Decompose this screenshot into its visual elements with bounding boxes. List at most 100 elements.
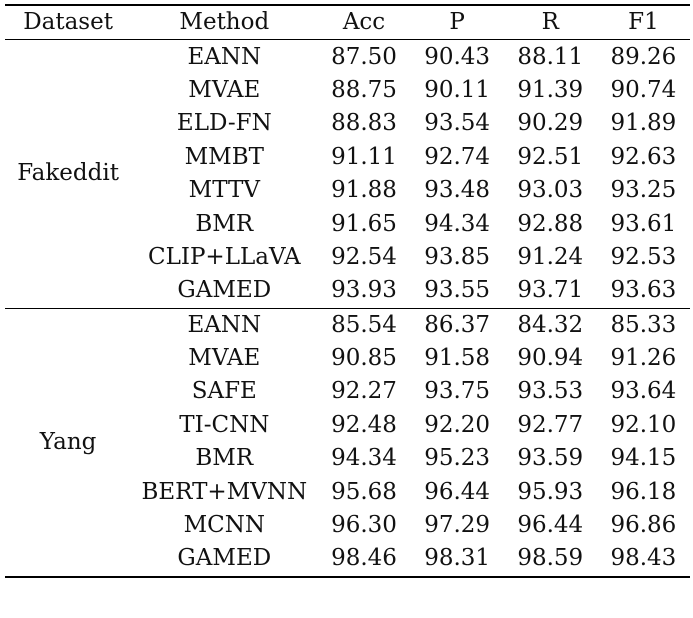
method-cell: MTTV (188, 177, 260, 204)
acc-cell: 88.75 (331, 76, 397, 103)
f1-cell: 96.18 (610, 478, 677, 505)
table-row: TI-CNN 92.48 92.20 92.77 92.10 (5, 409, 690, 442)
acc-cell: 88.83 (331, 110, 397, 137)
method-cell: TI-CNN (179, 411, 270, 438)
p-cell: 93.54 (424, 110, 491, 137)
p-cell: 90.43 (424, 43, 491, 70)
group-fakeddit: Fakeddit EANN 87.50 90.43 88.11 89.26 MV… (5, 39, 690, 308)
table-row: Yang EANN 85.54 86.37 84.32 85.33 (5, 308, 690, 455)
acc-cell: 91.65 (331, 210, 397, 237)
header-row: Dataset Method Acc P R F1 (5, 5, 690, 40)
method-cell: EANN (187, 311, 262, 338)
p-cell: 93.75 (424, 378, 491, 405)
table-row: GAMED 98.46 98.31 98.59 98.43 (5, 542, 690, 576)
table-row: Fakeddit EANN 87.50 90.43 88.11 89.26 (5, 39, 690, 186)
acc-cell: 95.68 (331, 478, 397, 505)
group-yang: Yang EANN 85.54 86.37 84.32 85.33 MVAE 9… (5, 308, 690, 577)
r-cell: 90.29 (517, 110, 584, 137)
r-cell: 92.51 (517, 143, 584, 170)
r-cell: 95.93 (517, 478, 584, 505)
header-acc: Acc (342, 9, 386, 36)
method-cell: SAFE (191, 378, 257, 405)
r-cell: 96.44 (517, 512, 584, 539)
acc-cell-best: 93.93 (331, 277, 397, 304)
method-cell: MCNN (183, 512, 265, 539)
r-cell-best: 93.71 (517, 277, 584, 304)
acc-cell: 92.27 (331, 378, 397, 405)
acc-cell: 87.50 (331, 43, 397, 70)
f1-cell: 91.89 (610, 110, 677, 137)
f1-cell-best: 98.43 (610, 545, 677, 572)
f1-cell: 89.26 (610, 43, 677, 70)
method-cell: BMR (195, 445, 254, 472)
method-cell: MVAE (188, 345, 261, 372)
p-cell: 93.48 (424, 177, 491, 204)
table-row: MTTV 91.88 93.48 93.03 93.25 (5, 174, 690, 207)
method-cell: MMBT (184, 143, 264, 170)
r-cell: 90.94 (517, 345, 584, 372)
f1-cell: 93.25 (610, 177, 677, 204)
acc-cell: 92.48 (331, 411, 397, 438)
r-cell: 92.77 (517, 411, 584, 438)
method-cell: BERT+MVNN (141, 478, 308, 505)
p-cell: 95.23 (424, 445, 491, 472)
method-cell-ours: GAMED (177, 545, 272, 572)
p-cell: 96.44 (424, 478, 491, 505)
p-cell: 92.74 (424, 143, 491, 170)
acc-cell: 96.30 (331, 512, 397, 539)
header-method: Method (179, 9, 270, 36)
r-cell: 93.53 (517, 378, 584, 405)
method-cell: CLIP+LLaVA (147, 243, 301, 270)
p-cell: 86.37 (424, 311, 491, 338)
table-row: MVAE 90.85 91.58 90.94 91.26 (5, 342, 690, 375)
header-r: R (541, 9, 559, 36)
acc-cell: 90.85 (331, 345, 397, 372)
f1-cell: 85.33 (610, 311, 677, 338)
header-f1: F1 (628, 9, 659, 36)
method-cell: MVAE (188, 76, 261, 103)
p-cell-best: 98.31 (424, 545, 491, 572)
p-cell: 92.20 (424, 411, 491, 438)
header-dataset: Dataset (23, 9, 113, 36)
acc-cell: 92.54 (331, 243, 397, 270)
r-cell: 91.39 (517, 76, 584, 103)
table-row: MMBT 91.11 92.74 92.51 92.63 (5, 141, 690, 174)
f1-cell: 96.86 (610, 512, 677, 539)
method-cell: BMR (195, 210, 254, 237)
r-cell-best: 98.59 (517, 545, 584, 572)
p-cell: 91.58 (424, 345, 491, 372)
dataset-label: Fakeddit (17, 160, 119, 187)
f1-cell: 93.61 (610, 210, 677, 237)
f1-cell: 92.63 (610, 143, 677, 170)
f1-cell: 91.26 (610, 345, 677, 372)
table-row: SAFE 92.27 93.75 93.53 93.64 (5, 375, 690, 408)
f1-cell: 90.74 (610, 76, 677, 103)
method-cell: ELD-FN (176, 110, 272, 137)
acc-cell: 91.11 (331, 143, 397, 170)
acc-cell: 94.34 (331, 445, 397, 472)
p-cell: 97.29 (424, 512, 491, 539)
table-row: BMR 91.65 94.34 92.88 93.61 (5, 207, 690, 240)
r-cell: 84.32 (517, 311, 584, 338)
f1-cell: 92.53 (610, 243, 677, 270)
method-cell: EANN (187, 43, 262, 70)
table-row: CLIP+LLaVA 92.54 93.85 91.24 92.53 (5, 241, 690, 274)
acc-cell-best: 98.46 (331, 545, 397, 572)
table-row: GAMED 93.93 93.55 93.71 93.63 (5, 274, 690, 308)
table-row: MVAE 88.75 90.11 91.39 90.74 (5, 74, 690, 107)
r-cell: 92.88 (517, 210, 584, 237)
f1-cell: 93.64 (610, 378, 677, 405)
dataset-label: Yang (39, 428, 97, 455)
f1-cell: 94.15 (610, 445, 677, 472)
table-row: BMR 94.34 95.23 93.59 94.15 (5, 442, 690, 475)
r-cell: 88.11 (517, 43, 584, 70)
p-cell: 93.55 (424, 277, 491, 304)
table-row: BERT+MVNN 95.68 96.44 95.93 96.18 (5, 475, 690, 508)
table-row: MCNN 96.30 97.29 96.44 96.86 (5, 509, 690, 542)
p-cell-best: 94.34 (424, 210, 491, 237)
results-table: Dataset Method Acc P R F1 Fakeddit EANN … (5, 4, 690, 578)
acc-cell: 91.88 (331, 177, 397, 204)
header-p: P (449, 9, 465, 36)
r-cell: 91.24 (517, 243, 584, 270)
table-row: ELD-FN 88.83 93.54 90.29 91.89 (5, 107, 690, 140)
